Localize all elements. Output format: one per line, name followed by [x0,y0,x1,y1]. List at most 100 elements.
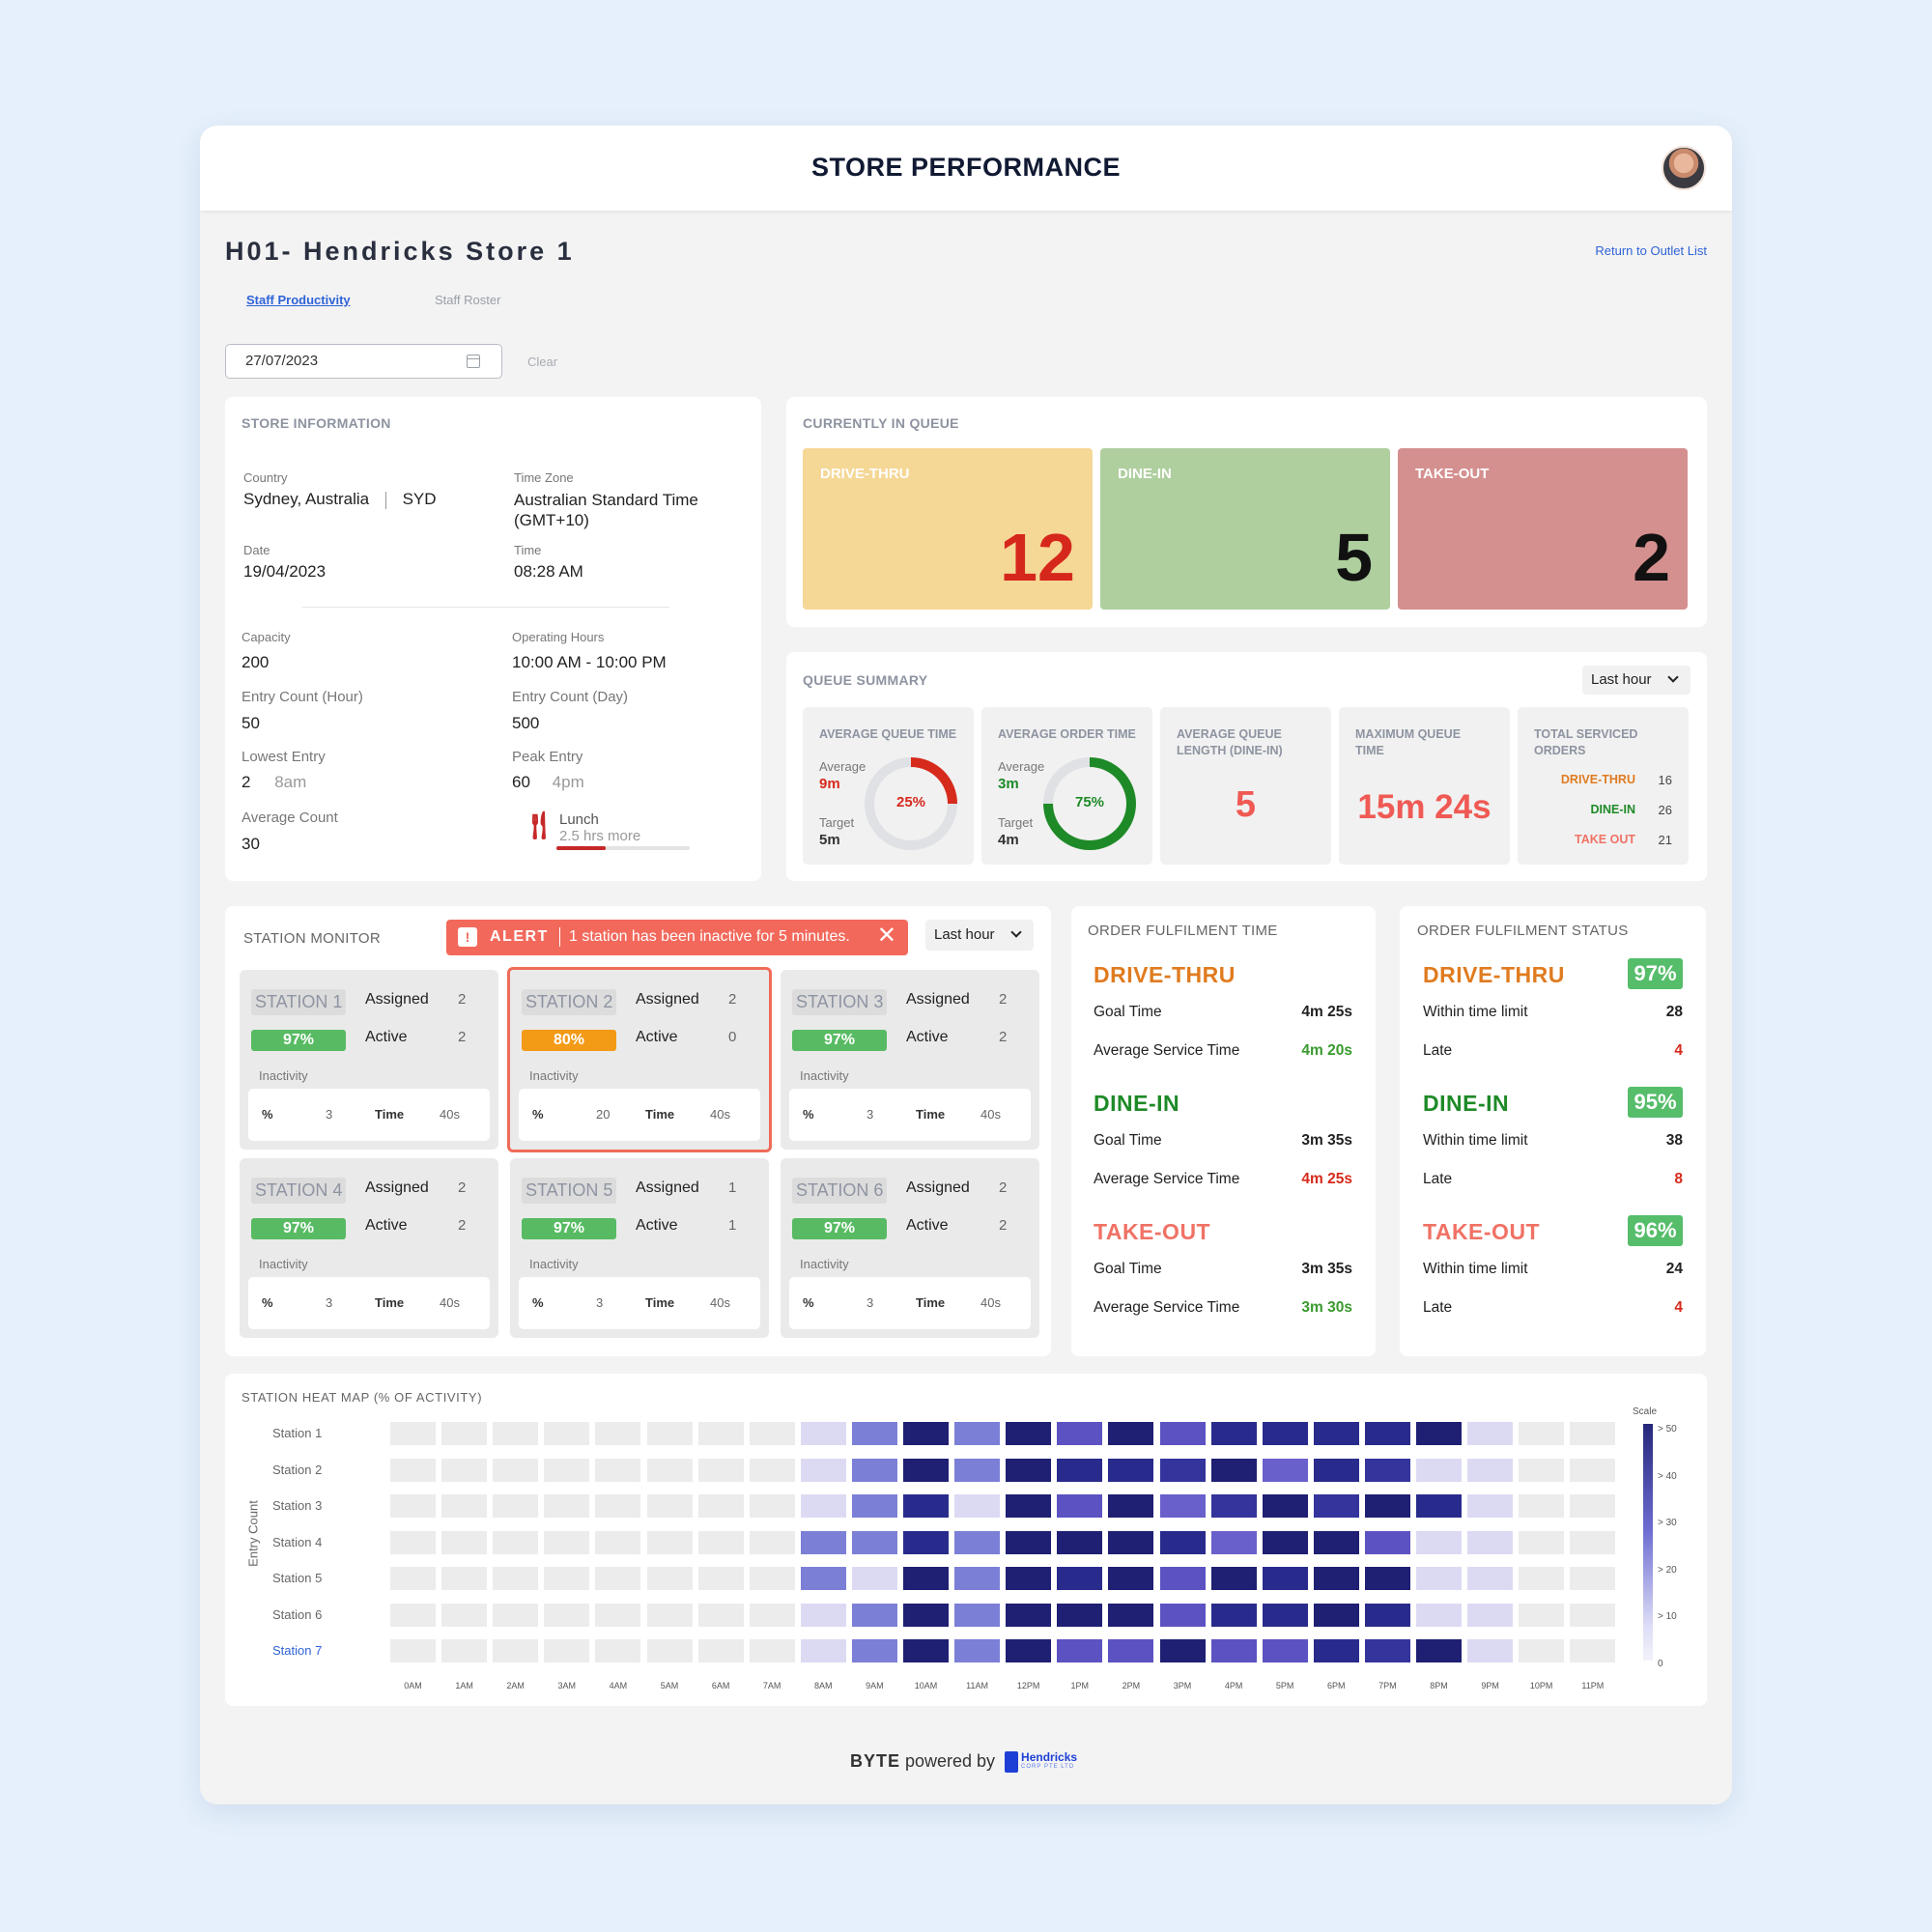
within-time-limit-value: 38 [1665,1132,1683,1149]
late-value: 8 [1674,1171,1683,1187]
heat-map-cell [1006,1422,1052,1445]
heat-map-cell [1570,1567,1616,1590]
active-value: 2 [999,1029,1008,1045]
total-drive-thru-value: 16 [1658,773,1672,787]
heat-map-x-tick: 0AM [404,1681,422,1690]
heat-map-row-label: Station 1 [272,1426,323,1440]
heat-map-cell [1416,1530,1462,1554]
inactivity-percent-value: 3 [867,1107,874,1122]
heat-map-x-tick: 5AM [660,1681,679,1690]
total-take-out-label: TAKE OUT [1575,833,1635,846]
heat-map-cell [441,1639,488,1662]
queue-summary-range-select[interactable]: Last hour [1582,666,1690,695]
scale-tick-label: > 20 [1658,1564,1677,1576]
heat-map-row-label[interactable]: Station 7 [272,1643,323,1658]
heat-map-cell [903,1567,949,1590]
heat-map-cell [1416,1603,1462,1627]
heat-map-cell [1519,1494,1565,1518]
order-fulfilment-time-card: ORDER FULFILMENT TIME DRIVE-THRU Goal Tim… [1071,906,1376,1356]
heat-map-cell [749,1494,795,1518]
heat-map-title: STATION HEAT MAP (% OF ACTIVITY) [242,1390,483,1405]
fulfilment-percent-badge: 96% [1628,1215,1683,1246]
return-to-outlet-list-link[interactable]: Return to Outlet List [1595,243,1707,258]
heat-map-cell [441,1567,488,1590]
heat-map-cell [390,1422,436,1445]
heat-map-cell [1159,1639,1206,1662]
average-service-time-value: 4m 25s [1301,1171,1352,1187]
average-queue-time-head: AVERAGE QUEUE TIME [819,727,957,741]
heat-map-cell [1159,1494,1206,1518]
heat-map-cell [1364,1603,1410,1627]
inactivity-percent-label: % [262,1107,273,1122]
inactivity-percent-label: % [532,1295,544,1310]
station-card[interactable]: STATION 3 97% Assigned 2 Active 2 Inactivity% 3… [781,970,1039,1150]
average-service-time-value: 3m 30s [1301,1299,1352,1316]
active-label: Active [906,1029,949,1045]
heat-map-cell [595,1458,641,1482]
heat-map-cell [390,1567,436,1590]
calendar-icon[interactable] [467,355,480,368]
average-order-time-donut: 75% [1043,757,1136,850]
heat-map-cell [493,1639,539,1662]
heat-map-cell [390,1603,436,1627]
heat-map-cell [646,1422,693,1445]
average-queue-length-box: AVERAGE QUEUE LENGTH (DINE-IN) 5 [1160,707,1331,865]
heat-map-cell [595,1639,641,1662]
hendricks-logo-text: Hendricks [1021,1750,1078,1764]
heat-map-x-tick: 4PM [1224,1681,1243,1690]
range-value: Last hour [1591,671,1652,688]
queue-value: 12 [1000,520,1075,595]
heat-map-cell [1057,1458,1103,1482]
station-card[interactable]: STATION 2 80% Assigned 2 Active 0 Inactivity% 2… [507,967,772,1152]
within-time-limit-label: Within time limit [1423,1132,1528,1149]
inactivity-label: Inactivity [259,1068,308,1083]
heat-map-row-label: Station 5 [272,1571,323,1585]
heat-map-cell [1210,1458,1257,1482]
station-card[interactable]: STATION 5 97% Assigned 1 Active 1 Inactivity% 3… [510,1158,769,1338]
fulfilment-percent-badge: 97% [1628,958,1683,989]
average-count-label: Average Count [242,810,338,826]
heat-map-cell [1416,1567,1462,1590]
assigned-label: Assigned [365,991,429,1008]
station-monitor-range-select[interactable]: Last hour [925,920,1034,951]
date-input[interactable]: 27/07/2023 [225,344,502,379]
heat-map-x-tick: 9AM [866,1681,884,1690]
within-time-limit-label: Within time limit [1423,1004,1528,1020]
heat-map-x-tick: 6AM [711,1681,730,1690]
heat-map-cell [1570,1639,1616,1662]
country-label: Country [243,470,288,485]
heat-map-cell [954,1603,1001,1627]
station-card[interactable]: STATION 4 97% Assigned 2 Active 2 Inactivity% 3… [240,1158,498,1338]
assigned-value: 1 [728,1179,737,1196]
alert-banner: ! ALERT 1 station has been inactive for … [446,920,908,955]
inactivity-label: Inactivity [259,1257,308,1271]
heat-map-cell [954,1494,1001,1518]
close-icon[interactable]: ✕ [876,923,896,949]
heat-map-cell [1364,1567,1410,1590]
clear-button[interactable]: Clear [527,355,558,369]
avatar[interactable] [1662,146,1706,190]
tab-staff-roster[interactable]: Staff Roster [435,293,501,307]
heat-map-cell [1467,1567,1514,1590]
total-drive-thru-label: DRIVE-THRU [1560,773,1635,786]
heat-map-cell [1313,1494,1359,1518]
tab-staff-productivity[interactable]: Staff Productivity [246,293,351,307]
assigned-value: 2 [728,991,737,1008]
inactivity-time-value: 40s [440,1295,460,1310]
inactivity-time-value: 40s [980,1295,1001,1310]
heat-map-cell [493,1422,539,1445]
goal-time-value: 4m 25s [1301,1004,1352,1020]
heat-map-cell [493,1458,539,1482]
within-time-limit-value: 24 [1665,1261,1683,1277]
heat-map-row-label: Station 2 [272,1462,323,1477]
station-card[interactable]: STATION 6 97% Assigned 2 Active 2 Inactivity% 3… [781,1158,1039,1338]
heat-map-cell [1057,1422,1103,1445]
heat-map-cell [1210,1422,1257,1445]
inactivity-time-value: 40s [980,1107,1001,1122]
brand-name: BYTE [849,1750,900,1771]
goal-time-label: Goal Time [1094,1132,1162,1149]
entry-hour-label: Entry Count (Hour) [242,689,363,705]
heat-map-cell [749,1458,795,1482]
fulfilment-status-heading: TAKE-OUT [1423,1219,1541,1244]
station-card[interactable]: STATION 1 97% Assigned 2 Active 2 Inactivity% 3… [240,970,498,1150]
